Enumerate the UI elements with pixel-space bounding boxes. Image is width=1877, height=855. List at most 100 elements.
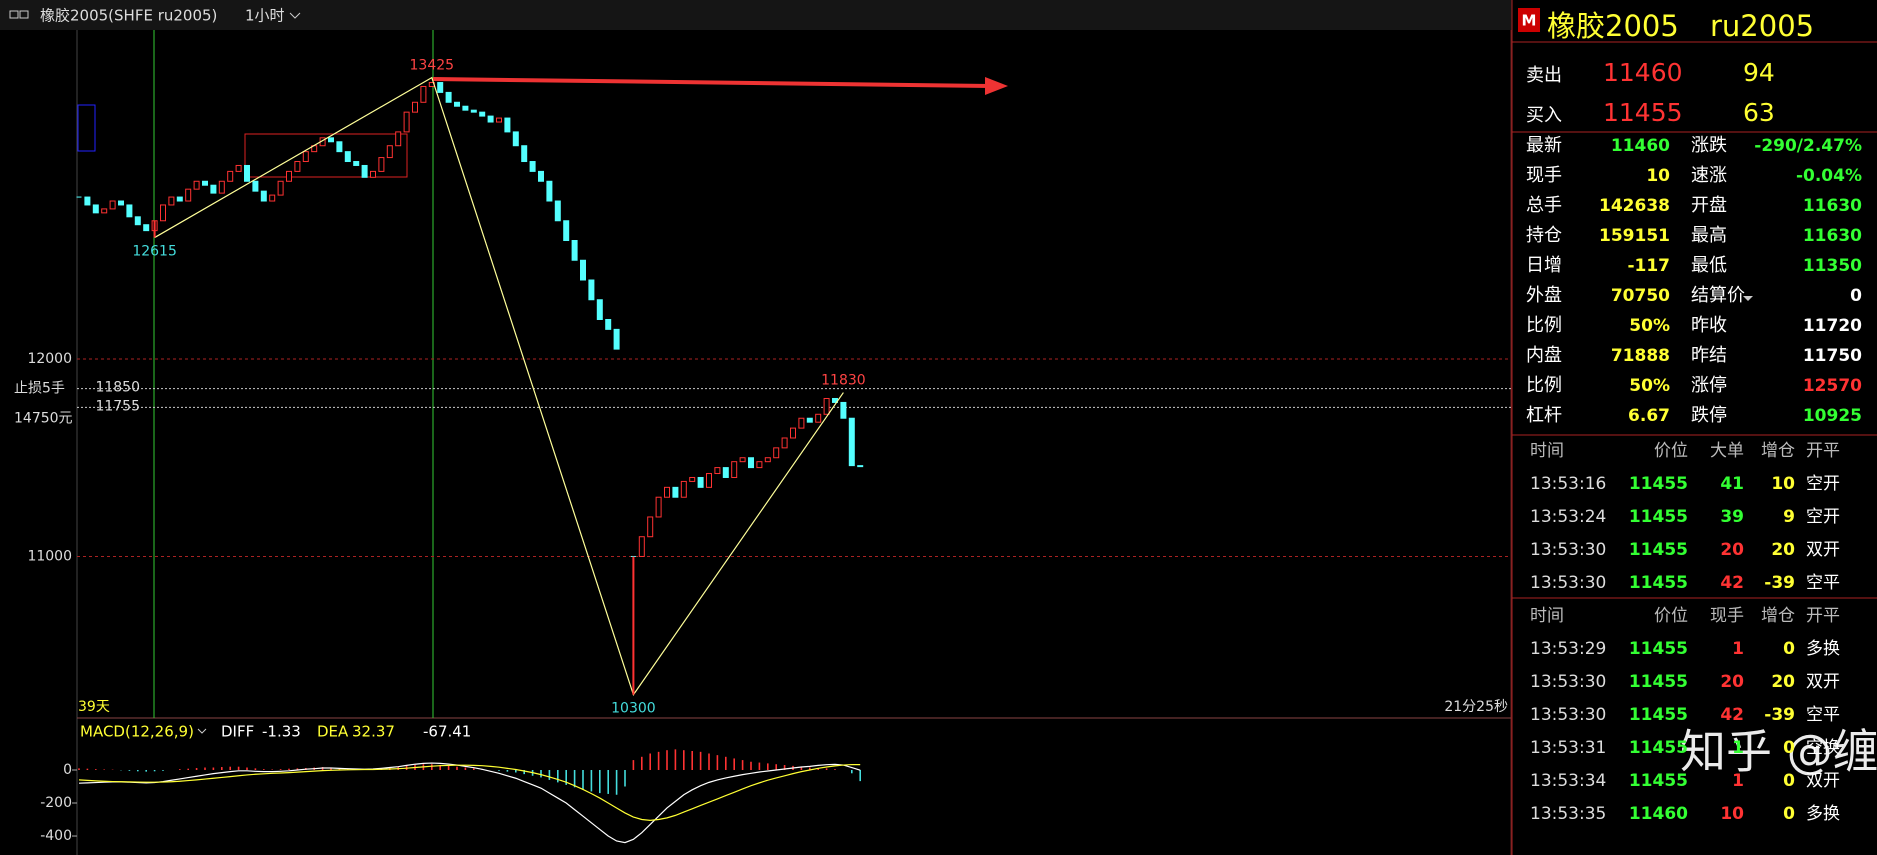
- candle: [806, 417, 813, 423]
- table-cell: 11455: [1629, 639, 1688, 659]
- pivot-label: 12615: [132, 244, 177, 260]
- field-label: 总手: [1526, 195, 1562, 216]
- candle: [571, 240, 578, 261]
- dropdown-icon[interactable]: [289, 12, 301, 19]
- candle: [689, 476, 696, 482]
- field-label: 内盘: [1526, 345, 1562, 366]
- table-cell: 20: [1771, 672, 1795, 692]
- table-cell: 11455: [1629, 540, 1688, 560]
- pivot-box: [244, 133, 408, 178]
- top-bar: [0, 0, 1512, 30]
- candle: [706, 473, 712, 488]
- table-header: 时间: [1530, 606, 1564, 626]
- candle: [815, 413, 822, 423]
- field-value: 71888: [1611, 346, 1670, 366]
- candle: [538, 170, 544, 182]
- field-value: -290/2.47%: [1754, 136, 1862, 156]
- field-value: 11350: [1803, 256, 1862, 276]
- candle: [302, 151, 309, 163]
- candle: [386, 145, 393, 159]
- badge-bg: [1518, 8, 1540, 32]
- candle: [664, 486, 670, 498]
- pivot-label: 13425: [410, 58, 455, 74]
- field-value: -117: [1627, 256, 1670, 276]
- table-cell: 0: [1783, 771, 1795, 791]
- dropdown-icon[interactable]: [197, 728, 207, 734]
- field-value: 50%: [1629, 376, 1670, 396]
- field-label: 昨结: [1691, 345, 1727, 366]
- macd-value: -67.41: [423, 723, 471, 741]
- pivot-label: 11830: [821, 373, 866, 389]
- footer-right: 21分25秒: [1444, 699, 1508, 715]
- badge: M: [1522, 12, 1537, 30]
- table-header: 开平: [1806, 441, 1840, 461]
- candle: [210, 184, 217, 194]
- table-cell: 11455: [1629, 705, 1688, 725]
- candle: [344, 151, 351, 163]
- table-cell: 39: [1720, 507, 1744, 527]
- table-cell: 1: [1732, 771, 1744, 791]
- table-cell: 空平: [1806, 573, 1840, 593]
- field-label: 杠杆: [1526, 405, 1562, 426]
- table-cell: 空开: [1806, 474, 1840, 494]
- macd-tick-label: 0: [63, 762, 72, 778]
- table-cell: 11455: [1629, 738, 1688, 758]
- candle: [328, 137, 334, 143]
- field-value: 12570: [1803, 376, 1862, 396]
- arrow: [432, 77, 991, 88]
- diff-value: -1.33: [262, 723, 301, 741]
- candle: [764, 457, 771, 463]
- candle: [260, 190, 267, 202]
- field-value: 10925: [1803, 406, 1862, 426]
- table-cell: -39: [1764, 705, 1795, 725]
- candle: [420, 85, 427, 103]
- candle: [252, 180, 259, 192]
- quote-name: 橡胶2005: [1547, 9, 1679, 43]
- field-label: 开盘: [1691, 195, 1727, 216]
- period-select[interactable]: 1小时: [245, 7, 285, 25]
- table-cell: 20: [1720, 540, 1744, 560]
- field-label: 现手: [1526, 165, 1562, 186]
- table-cell: 11455: [1629, 507, 1688, 527]
- table-cell: 0: [1783, 804, 1795, 824]
- box: [77, 104, 96, 152]
- field-value: 11460: [1611, 136, 1670, 156]
- candle: [748, 457, 754, 469]
- field-value: 11630: [1803, 226, 1862, 246]
- candle: [848, 417, 855, 467]
- dropdown-icon[interactable]: [1743, 296, 1753, 301]
- candle: [487, 115, 494, 123]
- candle: [403, 111, 410, 133]
- field-label: 最高: [1691, 225, 1727, 246]
- table-cell: 空换: [1806, 738, 1840, 758]
- header-title: 橡胶2005(SHFE ru2005): [40, 7, 217, 25]
- candle: [454, 101, 460, 107]
- diff-line: [78, 762, 861, 844]
- table-cell: 双开: [1806, 540, 1840, 560]
- macd-tick-label: -200: [40, 795, 72, 811]
- table-cell: 0: [1783, 639, 1795, 659]
- table-header: 价位: [1654, 441, 1688, 461]
- candle: [118, 200, 124, 206]
- candle: [395, 131, 402, 147]
- table-cell: 13:53:31: [1530, 738, 1606, 758]
- candle: [580, 259, 586, 281]
- candle: [92, 204, 99, 214]
- candle: [496, 117, 502, 123]
- table-cell: 20: [1720, 672, 1744, 692]
- table-cell: 42: [1720, 705, 1744, 725]
- field-value: 11630: [1803, 196, 1862, 216]
- table-cell: 11455: [1629, 672, 1688, 692]
- table-cell: 13:53:24: [1530, 507, 1606, 527]
- table-header: 增仓: [1761, 606, 1795, 626]
- candle: [739, 457, 746, 463]
- candle: [605, 318, 612, 330]
- candle: [613, 328, 620, 350]
- dea-value: 32.37: [352, 723, 395, 741]
- footer-left: 39天: [78, 699, 110, 715]
- table-cell: 10: [1771, 474, 1795, 494]
- table-header: 增仓: [1761, 441, 1795, 461]
- dea-label: DEA: [317, 723, 349, 741]
- candle: [857, 465, 864, 468]
- field-value: -0.04%: [1796, 166, 1862, 186]
